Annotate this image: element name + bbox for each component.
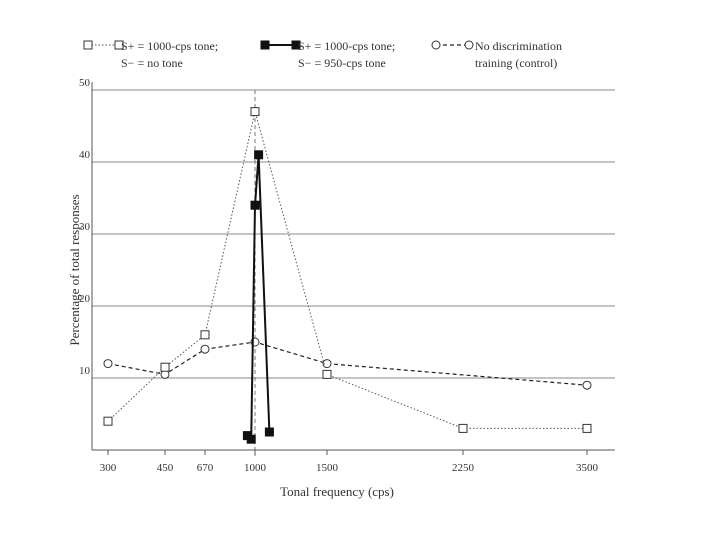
- series-3-point-5: [322, 359, 332, 369]
- legend-entry-2-line-2: S− = 950-cps tone: [298, 56, 386, 70]
- legend-1-marker-end: [114, 40, 124, 50]
- series-1-point-3: [200, 330, 210, 340]
- x-tick-1500: 1500: [316, 462, 339, 474]
- series-1-point-6: [458, 423, 468, 433]
- legend-entry-3-line-1: No discrimination: [475, 39, 562, 53]
- series-2: [242, 150, 274, 444]
- legend-entry-3: No discrimination training (control): [475, 38, 562, 72]
- x-tick-1000: 1000: [244, 462, 267, 474]
- series-1: [103, 107, 592, 433]
- series-1-point-2: [160, 362, 170, 372]
- series-1-point-7: [582, 423, 592, 433]
- series-3-point-1: [103, 359, 113, 369]
- x-axis-title: Tonal frequency (cps): [280, 484, 394, 499]
- horizontal-gridlines: [92, 89, 615, 379]
- y-tick-20: 20: [79, 293, 91, 305]
- y-tick-40: 40: [79, 149, 91, 161]
- series-layer: [103, 107, 592, 444]
- series-2-point-3: [250, 200, 260, 210]
- x-tick-3500: 3500: [576, 462, 599, 474]
- series-3: [103, 337, 592, 390]
- x-tick-450: 450: [157, 462, 174, 474]
- legend-entry-2: S+ = 1000-cps tone; S− = 950-cps tone: [298, 38, 395, 72]
- legend-3-marker-start: [431, 40, 441, 50]
- legend-entry-2-line-1: S+ = 1000-cps tone;: [298, 39, 396, 53]
- x-tick-labels: 300 450 670 1000 1500 2250 3500: [100, 450, 599, 474]
- y-tick-10: 10: [79, 365, 91, 377]
- series-2-line: [246, 154, 271, 442]
- legend-markers: [83, 40, 474, 50]
- y-tick-30: 30: [79, 221, 91, 233]
- x-tick-300: 300: [100, 462, 117, 474]
- x-tick-670: 670: [197, 462, 214, 474]
- y-tick-50: 50: [79, 77, 91, 89]
- series-1-point-5: [322, 369, 332, 379]
- series-1-point-4: [250, 107, 260, 117]
- series-2-point-5: [264, 427, 274, 437]
- x-tick-2250: 2250: [452, 462, 475, 474]
- y-tick-labels: 10 20 30 40 50: [79, 77, 91, 377]
- series-3-point-3: [200, 344, 210, 354]
- series-1-point-1: [103, 416, 113, 426]
- series-2-point-4: [254, 150, 264, 160]
- legend-2-marker-start: [260, 40, 270, 50]
- series-3-line: [107, 341, 588, 386]
- axes: [91, 82, 615, 451]
- y-axis-title: Percentage of total responses: [67, 194, 82, 345]
- legend-entry-1-line-1: S+ = 1000-cps tone;: [121, 39, 219, 53]
- legend-entry-1: S+ = 1000-cps tone; S− = no tone: [121, 38, 218, 72]
- series-3-point-6: [582, 380, 592, 390]
- series-1-line: [107, 111, 587, 429]
- legend-entry-3-line-2: training (control): [475, 56, 558, 70]
- legend-3-marker-end: [464, 40, 474, 50]
- legend-entry-1-line-2: S− = no tone: [121, 56, 183, 70]
- legend-2-marker-end: [291, 40, 301, 50]
- series-2-point-2: [246, 434, 256, 444]
- legend-1-marker-start: [83, 40, 93, 50]
